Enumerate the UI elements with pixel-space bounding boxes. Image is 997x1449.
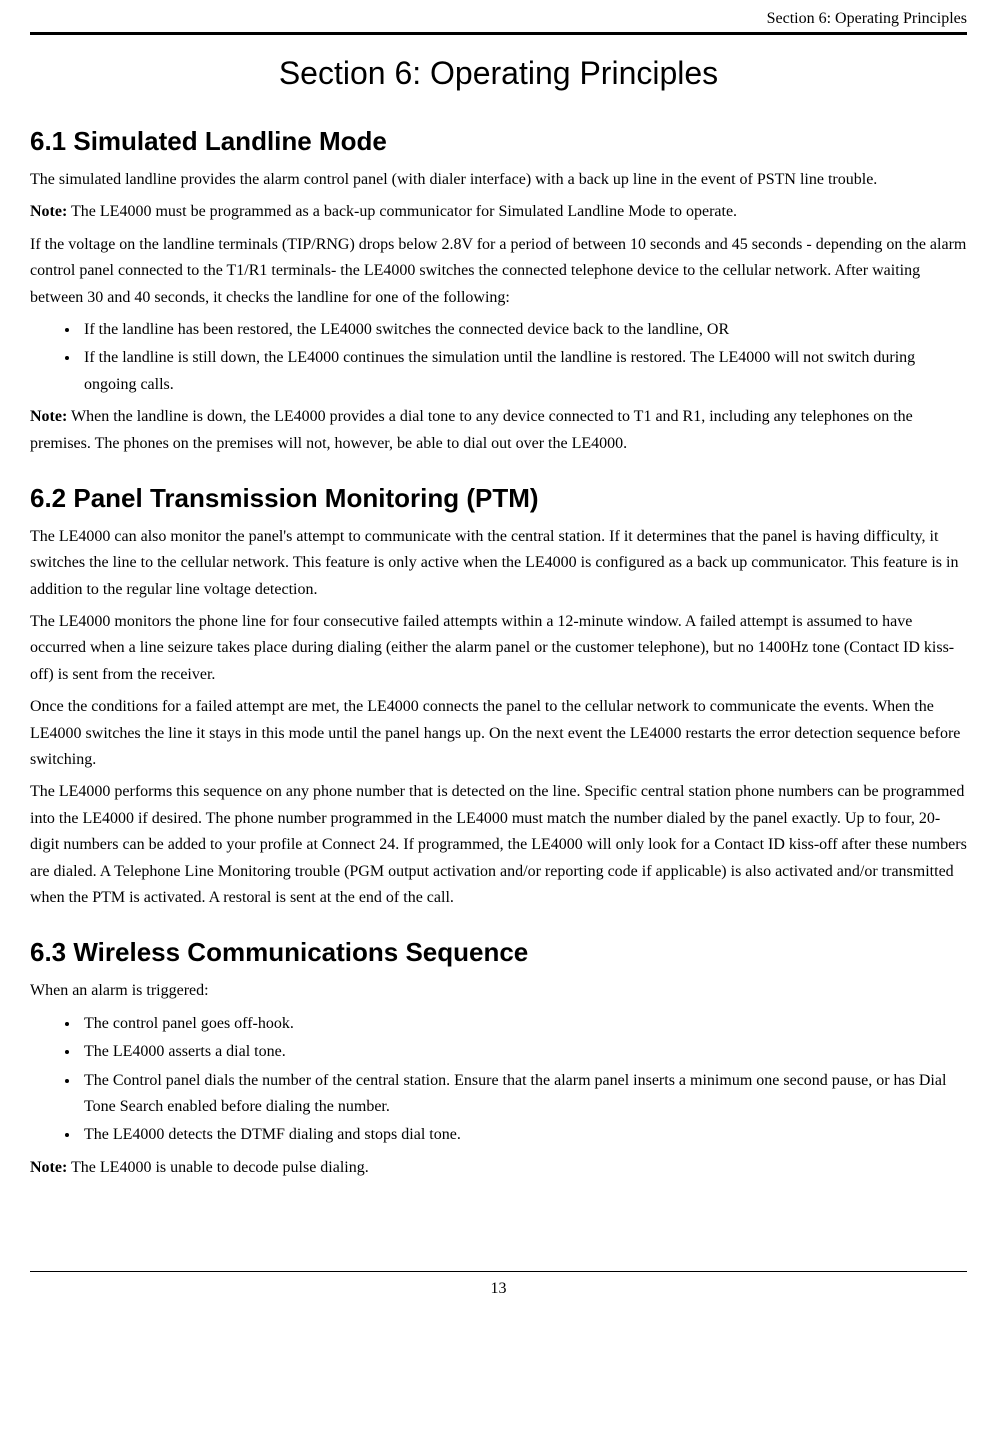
s61-note2: Note: When the landline is down, the LE4… bbox=[30, 404, 967, 457]
s63-bullets: The control panel goes off-hook. The LE4… bbox=[30, 1011, 967, 1149]
section-title: Section 6: Operating Principles bbox=[30, 55, 967, 92]
note-body: When the landline is down, the LE4000 pr… bbox=[30, 408, 913, 451]
s61-p1: The simulated landline provides the alar… bbox=[30, 167, 967, 193]
running-header-text: Section 6: Operating Principles bbox=[767, 10, 967, 27]
note-label: Note: bbox=[30, 408, 67, 425]
s63-p1: When an alarm is triggered: bbox=[30, 978, 967, 1004]
list-item: The Control panel dials the number of th… bbox=[80, 1068, 967, 1121]
heading-6-3: 6.3 Wireless Communications Sequence bbox=[30, 937, 967, 968]
note-label: Note: bbox=[30, 203, 67, 220]
note-body: The LE4000 must be programmed as a back-… bbox=[67, 203, 737, 220]
s62-p1: The LE4000 can also monitor the panel's … bbox=[30, 524, 967, 603]
note-body: The LE4000 is unable to decode pulse dia… bbox=[67, 1159, 368, 1176]
s62-p3: Once the conditions for a failed attempt… bbox=[30, 694, 967, 773]
list-item: The LE4000 detects the DTMF dialing and … bbox=[80, 1122, 967, 1148]
running-header: Section 6: Operating Principles bbox=[30, 0, 967, 32]
s62-p2: The LE4000 monitors the phone line for f… bbox=[30, 609, 967, 688]
s61-p2: If the voltage on the landline terminals… bbox=[30, 232, 967, 311]
page-number: 13 bbox=[491, 1280, 507, 1297]
list-item: If the landline has been restored, the L… bbox=[80, 317, 967, 343]
s63-note: Note: The LE4000 is unable to decode pul… bbox=[30, 1155, 967, 1181]
list-item: The control panel goes off-hook. bbox=[80, 1011, 967, 1037]
page-container: Section 6: Operating Principles Section … bbox=[0, 0, 997, 1298]
s61-note1: Note: The LE4000 must be programmed as a… bbox=[30, 199, 967, 225]
list-item: If the landline is still down, the LE400… bbox=[80, 345, 967, 398]
list-item: The LE4000 asserts a dial tone. bbox=[80, 1039, 967, 1065]
s61-bullets: If the landline has been restored, the L… bbox=[30, 317, 967, 398]
heading-6-1: 6.1 Simulated Landline Mode bbox=[30, 126, 967, 157]
heading-6-2: 6.2 Panel Transmission Monitoring (PTM) bbox=[30, 483, 967, 514]
s62-p4: The LE4000 performs this sequence on any… bbox=[30, 779, 967, 911]
note-label: Note: bbox=[30, 1159, 67, 1176]
footer: 13 bbox=[30, 1271, 967, 1298]
header-rule bbox=[30, 32, 967, 35]
